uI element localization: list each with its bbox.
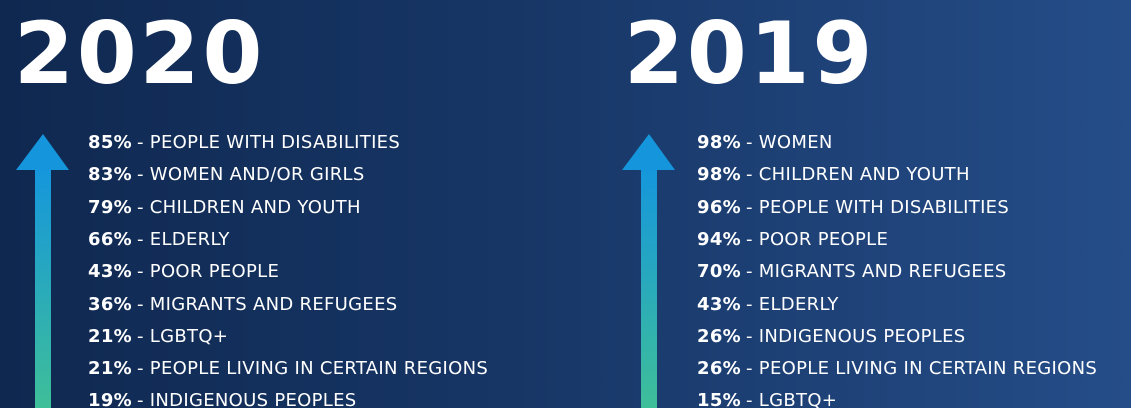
group-label: - PEOPLE WITH DISABILITIES [136,132,401,153]
percent: 19% [88,390,132,408]
list-item: 98% - WOMEN [697,132,833,154]
list-item: 43% - POOR PEOPLE [88,261,279,283]
percent: 36% [88,293,132,315]
list-item: 83% - WOMEN AND/OR GIRLS [88,164,365,186]
percent: 96% [697,196,741,218]
percent: 94% [697,228,741,250]
percent: 26% [697,325,741,347]
group-label: - LGBTQ+ [136,325,229,347]
percent: 66% [88,228,132,250]
group-label: - MIGRANTS AND REFUGEES [745,261,1007,283]
list-item: 98% - CHILDREN AND YOUTH [697,164,970,186]
percent: 83% [88,164,132,186]
percent: 21% [88,325,132,347]
percent: 79% [88,196,132,218]
list-item: 94% - POOR PEOPLE [697,229,888,251]
list-item: 21% - LGBTQ+ [88,326,228,348]
list-item: 19% - INDIGENOUS PEOPLES [88,390,357,408]
list-item: 66% - ELDERLY [88,229,230,251]
year: 2019 [624,4,876,104]
list-item: 26% - PEOPLE LIVING IN CERTAIN REGIONS [697,358,1097,380]
percent: 43% [88,261,132,283]
list-item: 96% - PEOPLE WITH DISABILITIES [697,197,1009,219]
list-item: 85% - PEOPLE WITH DISABILITIES [88,132,400,154]
group-label: - INDIGENOUS PEOPLES [745,325,966,347]
arrow [16,134,69,408]
percent: 70% [697,261,741,283]
group-label: - PEOPLE LIVING IN CERTAIN REGIONS [136,358,489,380]
group-label: - PEOPLE WITH DISABILITIES [745,196,1010,218]
year: 2020 [14,4,266,104]
group-label: - MIGRANTS AND REFUGEES [136,293,398,315]
group-label: - CHILDREN AND YOUTH [136,196,361,218]
list-item: 70% - MIGRANTS AND REFUGEES [697,261,1006,283]
percent: 98% [697,164,741,186]
group-label: - WOMEN [745,132,833,153]
group-label: - CHILDREN AND YOUTH [745,164,970,186]
group-label: - WOMEN AND/OR GIRLS [136,164,365,186]
group-label: - INDIGENOUS PEOPLES [136,390,357,408]
percent: 26% [697,358,741,380]
group-label: - POOR PEOPLE [136,261,280,283]
percent: 43% [697,293,741,315]
list-item: 21% - PEOPLE LIVING IN CERTAIN REGIONS [88,358,488,380]
list-item: 36% - MIGRANTS AND REFUGEES [88,294,397,316]
group-label: - ELDERLY [136,228,230,250]
arrow [622,134,675,408]
group-label: - POOR PEOPLE [745,228,889,250]
list-item: 26% - INDIGENOUS PEOPLES [697,326,966,348]
group-label: - ELDERLY [745,293,839,315]
list-item: 43% - ELDERLY [697,294,839,316]
group-label: - LGBTQ+ [745,390,838,408]
list-item: 15% - LGBTQ+ [697,390,837,408]
list-item: 79% - CHILDREN AND YOUTH [88,197,361,219]
percent: 85% [88,132,132,153]
percent: 21% [88,358,132,380]
group-label: - PEOPLE LIVING IN CERTAIN REGIONS [745,358,1098,380]
percent: 15% [697,390,741,408]
percent: 98% [697,132,741,153]
